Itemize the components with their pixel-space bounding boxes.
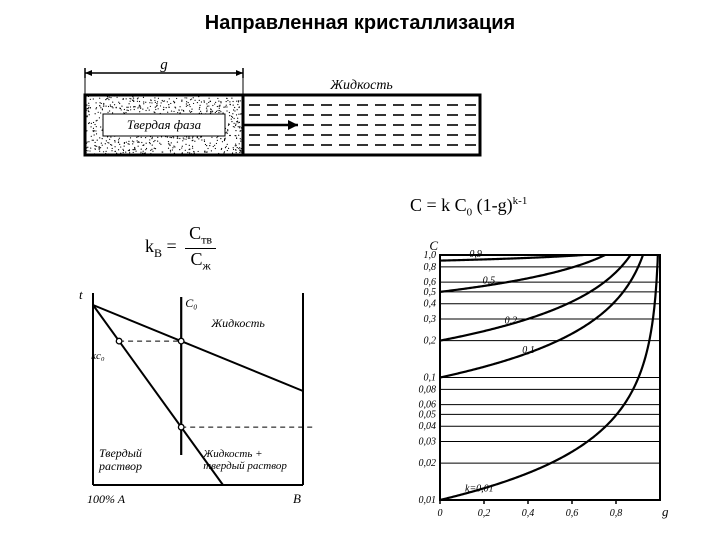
svg-text:0,5: 0,5 [483,276,496,287]
formula2-exp: k-1 [513,195,528,207]
svg-text:k=0,01: k=0,01 [465,483,494,494]
svg-text:0,8: 0,8 [424,262,437,273]
svg-text:100% A: 100% A [87,492,126,506]
svg-text:0,2: 0,2 [478,508,491,519]
formula1-eq: = [167,236,177,256]
bar-diagram: g Жидкость Твердая фаза [70,55,500,175]
formula1-den-sub: ж [203,258,211,272]
svg-text:C: C [429,238,438,253]
svg-text:0,2: 0,2 [505,316,517,327]
svg-text:0,06: 0,06 [419,400,437,411]
svg-text:0,08: 0,08 [419,384,437,395]
svg-text:Жидкость: Жидкость [210,316,265,330]
svg-text:C₀: C₀ [185,296,197,310]
formula1-num-sub: тв [201,233,212,247]
svg-text:Твердая фаза: Твердая фаза [127,117,202,132]
svg-text:0,1: 0,1 [522,345,535,356]
svg-text:0: 0 [438,508,443,519]
formula2-pre: C = k C [410,195,467,215]
formula1-lhs-sub: B [154,246,162,260]
formula1-lhs-sym: k [145,236,154,256]
svg-text:0,8: 0,8 [610,508,623,519]
svg-text:Твердыйраствор: Твердыйраствор [98,446,142,473]
svg-text:0,02: 0,02 [419,458,437,469]
svg-text:kc₀: kc₀ [91,350,105,362]
svg-text:0,9: 0,9 [469,249,482,260]
page-title: Направленная кристаллизация [0,12,720,35]
svg-text:0,01: 0,01 [419,495,437,506]
svg-text:Жидкость +твердый раствор: Жидкость +твердый раствор [202,448,287,472]
svg-text:0,5: 0,5 [424,287,437,298]
formula-k-ratio: kB = Cтв Cж [145,223,216,273]
svg-text:0,2: 0,2 [424,336,437,347]
log-chart: 0,010,020,030,040,050,060,080,10,20,30,4… [385,235,675,525]
formula-scheil: C = k C0 (1-g)k-1 [410,195,527,219]
svg-text:0,05: 0,05 [419,409,437,420]
svg-text:Жидкость: Жидкость [329,78,393,93]
svg-text:0,3: 0,3 [424,314,437,325]
formula1-den-sym: C [190,249,202,269]
svg-text:0,03: 0,03 [419,437,437,448]
phase-diagram: t100% ABC₀kc₀c₀/kЖидкостьЖидкость +тверд… [65,285,315,515]
svg-text:g: g [662,504,669,519]
svg-text:0,1: 0,1 [424,373,437,384]
svg-text:g: g [160,57,168,73]
svg-text:t: t [79,287,83,302]
svg-text:B: B [293,491,301,506]
svg-text:0,4: 0,4 [424,299,437,310]
svg-text:0,04: 0,04 [419,421,437,432]
formula1-num-sym: C [189,223,201,243]
formula2-mid: (1-g) [472,195,512,215]
svg-text:0,4: 0,4 [522,508,535,519]
svg-text:0,6: 0,6 [424,277,437,288]
svg-text:0,6: 0,6 [566,508,579,519]
